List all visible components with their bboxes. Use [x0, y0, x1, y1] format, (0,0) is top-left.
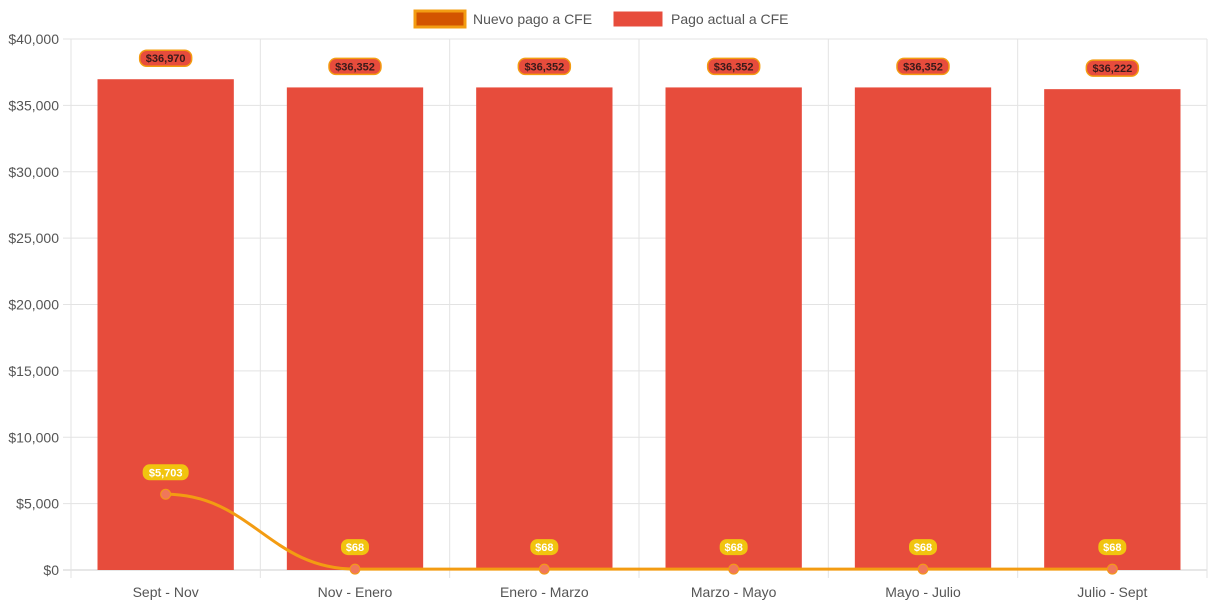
point-mayo-julio[interactable] — [917, 563, 929, 575]
bars — [97, 79, 1181, 571]
x-tick-label-marzo-mayo: Marzo - Mayo — [691, 584, 777, 600]
bar-data-label-text: $36,352 — [903, 61, 943, 73]
y-tick-label: $10,000 — [8, 429, 59, 445]
line-data-label-bg — [1098, 539, 1127, 556]
line-data-label: $68 — [341, 539, 369, 556]
legend: Nuevo pago a CFE Pago actual a CFE — [413, 9, 789, 29]
bar-data-label-text: $36,222 — [1092, 63, 1132, 75]
legend-item-pago-actual[interactable]: Pago actual a CFE — [612, 10, 789, 28]
line-data-label-bg — [142, 464, 189, 481]
bar-data-label-bg — [1085, 59, 1140, 77]
x-tick-label-enero-marzo: Enero - Marzo — [500, 584, 589, 600]
y-tick-label: $40,000 — [8, 31, 59, 47]
x-tick-label-mayo-julio: Mayo - Julio — [885, 584, 961, 600]
line-data-label-text: $68 — [1103, 542, 1121, 554]
line-data-label: $68 — [530, 539, 559, 556]
y-tick-label: $15,000 — [8, 363, 59, 379]
x-tick-label-nov-enero: Nov - Enero — [318, 584, 393, 600]
bar-enero-marzo[interactable] — [476, 87, 613, 571]
bar-data-label: $36,970 — [138, 49, 193, 67]
line-data-label: $68 — [1098, 539, 1127, 556]
legend-swatch-pago-actual — [612, 10, 664, 28]
point-marzo-mayo[interactable] — [728, 563, 740, 575]
line-data-label-text: $68 — [724, 542, 742, 554]
bar-sept-nov[interactable] — [97, 79, 234, 570]
bar-data-label: $36,352 — [706, 57, 761, 76]
bar-data-label-bg — [138, 49, 193, 67]
grid-lines — [63, 38, 1208, 578]
bar-nov-enero[interactable] — [286, 87, 424, 571]
point-enero-marzo[interactable] — [538, 563, 550, 575]
line-data-label-bg — [719, 539, 748, 556]
y-tick-label: $25,000 — [8, 230, 59, 246]
bar-data-label: $36,352 — [517, 57, 572, 76]
bar-data-label: $36,222 — [1085, 59, 1140, 77]
line-data-label: $68 — [909, 539, 937, 556]
point-nov-enero[interactable] — [349, 563, 361, 575]
legend-label-pago-actual: Pago actual a CFE — [671, 11, 789, 27]
bar-data-label-bg — [517, 57, 572, 76]
line-data-label-text: $68 — [535, 542, 553, 554]
line-series — [160, 488, 1118, 575]
bar-data-label-text: $36,352 — [714, 61, 754, 73]
legend-label-nuevo-pago: Nuevo pago a CFE — [473, 11, 592, 27]
line-data-label-text: $68 — [346, 542, 364, 554]
line-data-label-bg — [341, 539, 369, 556]
line-data-label-text: $68 — [914, 542, 932, 554]
line-data-label-bg — [909, 539, 937, 556]
bar-data-label-text: $36,352 — [524, 61, 564, 73]
bar-data-label-bg — [706, 57, 761, 76]
y-tick-label: $30,000 — [8, 164, 59, 180]
point-sept-nov[interactable] — [160, 488, 172, 500]
bar-data-label-bg — [328, 57, 382, 76]
bar-data-label-text: $36,970 — [146, 53, 186, 65]
bar-data-label: $36,352 — [896, 57, 950, 76]
line-nuevo-pago — [165, 492, 1113, 571]
x-tick-label-sept-nov: Sept - Nov — [133, 584, 199, 600]
line-data-label: $5,703 — [142, 464, 189, 481]
y-tick-label: $20,000 — [8, 297, 59, 313]
axes: $0 $5,000 $10,000 $15,000 $20,000 $25,000 $30,… — [8, 31, 1147, 600]
data-labels: $36,970 $36,352 $36,352 $36,352 $36,352 $36,2… — [138, 49, 1140, 556]
line-data-label-text: $5,703 — [149, 467, 183, 479]
bar-data-label-bg — [896, 57, 950, 76]
bar-marzo-mayo[interactable] — [665, 87, 802, 571]
y-tick-label: $0 — [43, 562, 59, 578]
bar-julio-sept[interactable] — [1044, 89, 1181, 570]
point-julio-sept[interactable] — [1106, 563, 1118, 575]
legend-swatch-nuevo-pago — [413, 9, 467, 29]
bar-data-label-text: $36,352 — [335, 61, 375, 73]
legend-item-nuevo-pago[interactable]: Nuevo pago a CFE — [413, 9, 592, 29]
x-tick-label-julio-sept: Julio - Sept — [1077, 584, 1147, 600]
bar-data-label: $36,352 — [328, 57, 382, 76]
bar-mayo-julio[interactable] — [854, 87, 992, 571]
line-data-label-bg — [530, 539, 559, 556]
line-data-label: $68 — [719, 539, 748, 556]
y-tick-label: $35,000 — [8, 97, 59, 113]
y-tick-label: $5,000 — [16, 496, 59, 512]
